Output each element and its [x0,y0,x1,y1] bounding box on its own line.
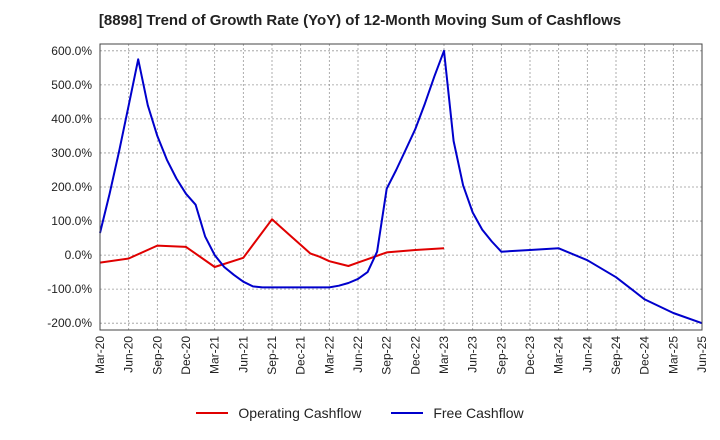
legend-item-free-cashflow: Free Cashflow [391,405,524,421]
legend-label-operating-cashflow: Operating Cashflow [238,405,362,421]
y-tick-label: 500.0% [51,78,92,92]
y-tick-label: 300.0% [51,146,92,160]
x-tick-label: Dec-24 [638,336,652,375]
y-tick-label: 400.0% [51,112,92,126]
x-tick-label: Mar-22 [322,336,336,374]
plot-frame [99,43,703,331]
legend-item-operating-cashflow: Operating Cashflow [196,405,361,421]
x-tick-label: Sep-22 [380,336,394,375]
legend-swatch-free-cashflow [391,412,424,414]
y-tick-label: 200.0% [51,180,92,194]
y-tick-label: 100.0% [51,214,92,228]
x-tick-label: Mar-23 [437,336,451,374]
y-tick-label: -100.0% [47,282,92,296]
legend: Operating Cashflow Free Cashflow [0,405,720,421]
x-tick-label: Jun-24 [580,336,594,373]
x-tick-label: Dec-21 [294,336,308,375]
series-lines [99,49,703,325]
y-tick-label: -200.0% [47,316,92,330]
x-tick-label: Jun-23 [466,336,480,373]
x-tick-label: Sep-21 [265,336,279,375]
x-tick-label: Mar-20 [93,336,107,374]
series-line-operating-cashflow [99,218,445,268]
x-tick-label: Jun-21 [236,336,250,373]
x-tick-label: Mar-24 [552,336,566,374]
x-tick-label: Sep-24 [609,336,623,375]
x-tick-label: Sep-23 [494,336,508,375]
y-axis-ticks: 600.0% 500.0% 400.0% 300.0% 200.0% 100.0% 0.0%… [47,44,92,330]
legend-swatch-operating-cashflow [196,412,229,414]
grid-lines [99,44,703,330]
chart-title: [8898] Trend of Growth Rate (YoY) of 12-… [98,12,622,29]
x-axis-ticks: Mar-20 Jun-20 Sep-20 Dec-20 Mar-21 Jun-21 Sep-… [93,336,709,375]
x-tick-label: Mar-25 [666,336,680,374]
x-tick-label: Jun-22 [351,336,365,373]
x-tick-label: Dec-22 [408,336,422,375]
x-tick-label: Dec-20 [179,336,193,375]
x-tick-label: Mar-21 [208,336,222,374]
x-tick-label: Dec-23 [523,336,537,375]
y-tick-label: 0.0% [65,248,93,262]
series-line-free-cashflow [99,49,703,325]
x-tick-label: Sep-20 [150,336,164,375]
x-tick-label: Jun-25 [695,336,709,373]
legend-label-free-cashflow: Free Cashflow [433,405,524,421]
x-tick-label: Jun-20 [122,336,136,373]
y-tick-label: 600.0% [51,44,92,58]
